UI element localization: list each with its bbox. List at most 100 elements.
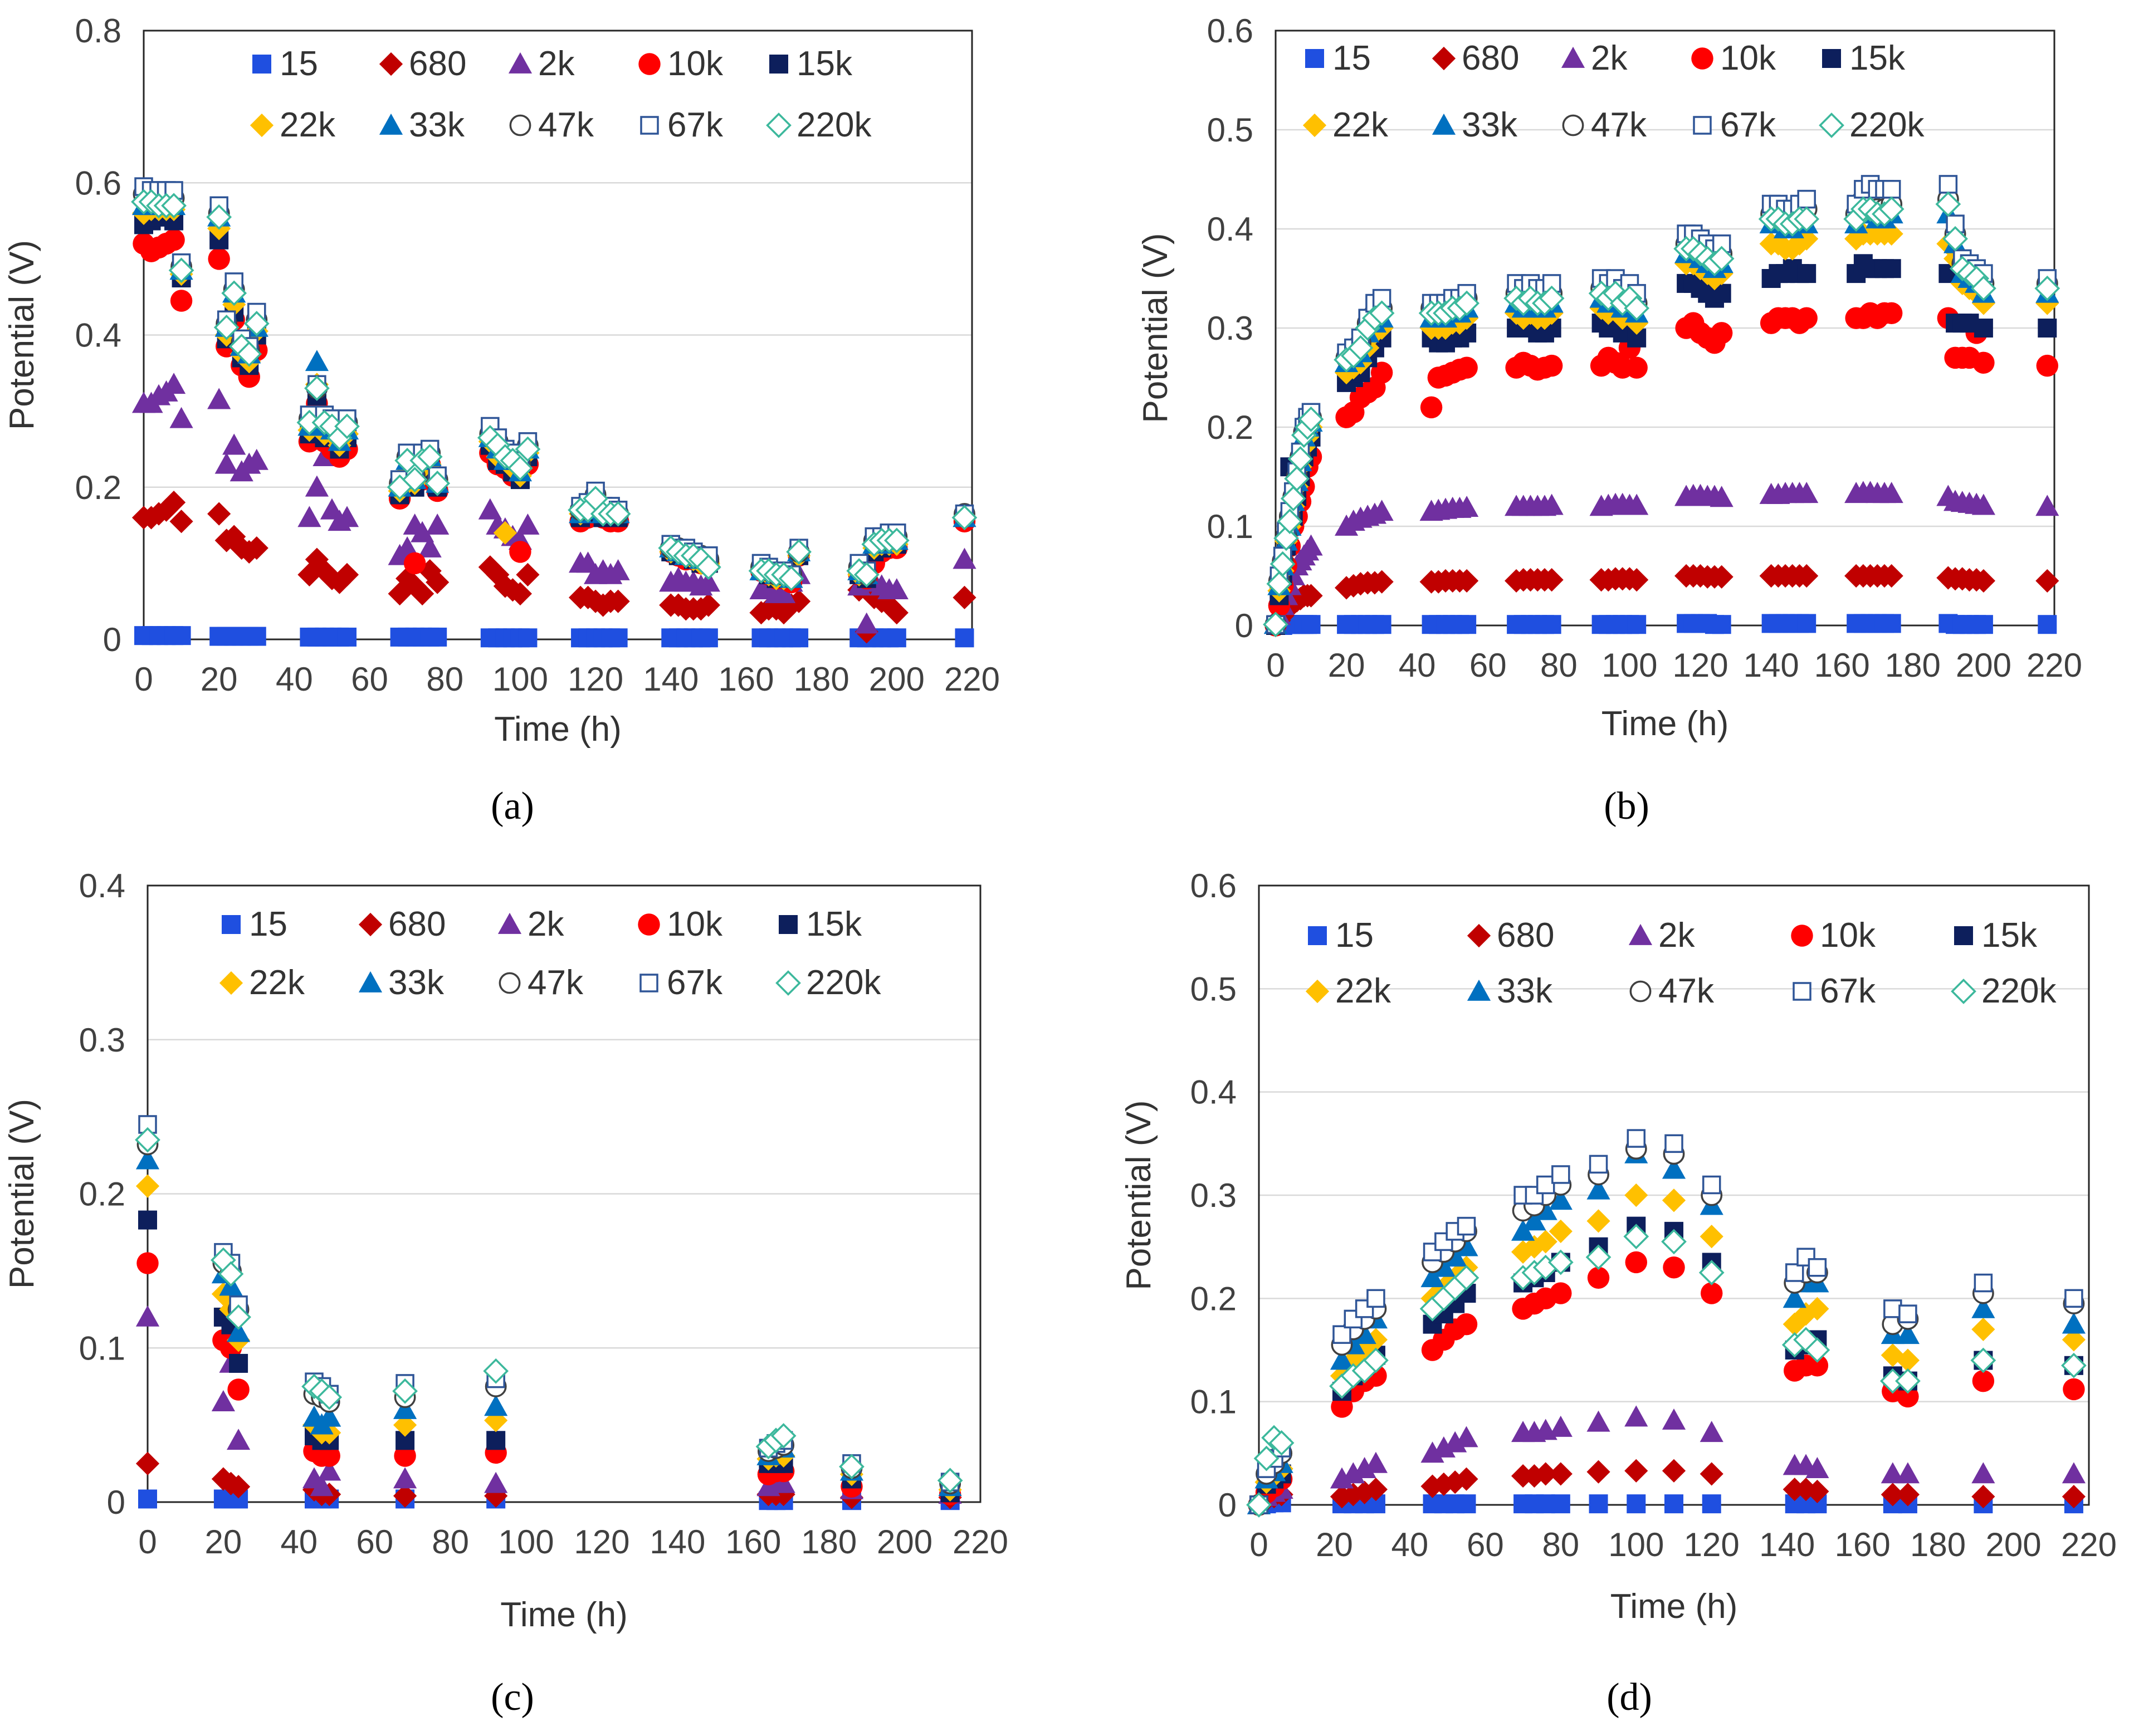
data-point <box>484 1471 508 1493</box>
data-point <box>305 475 329 497</box>
legend-marker <box>358 971 383 992</box>
legend-marker <box>1302 113 1327 138</box>
legend-label: 22k <box>1335 972 1391 1010</box>
data-point <box>1550 1282 1572 1304</box>
legend-item: 15 <box>1305 39 1371 77</box>
data-point <box>2038 319 2057 338</box>
legend-label: 680 <box>388 905 446 943</box>
legend-marker <box>1791 925 1813 947</box>
legend-marker <box>219 971 243 995</box>
x-axis-label: Time (h) <box>1601 705 1728 743</box>
data-point <box>1263 612 1288 638</box>
legend-marker <box>1562 114 1584 136</box>
data-point <box>393 1413 417 1437</box>
data-point <box>1661 1229 1687 1255</box>
data-point <box>1549 1219 1573 1243</box>
data-point <box>1624 1459 1648 1483</box>
x-tick-label: 80 <box>426 661 463 698</box>
data-point <box>392 1378 418 1404</box>
data-points <box>131 177 978 648</box>
legend-label: 680 <box>409 45 466 83</box>
x-tick-label: 200 <box>1985 1526 2041 1563</box>
data-point <box>887 628 906 648</box>
data-point <box>771 1471 795 1493</box>
panel-b: 0 0.1 0.2 0.3 0.4 0.5 0.6 0 20 40 60 80 100 120 140 160… <box>1136 12 2082 828</box>
data-point <box>135 1305 160 1327</box>
x-tick-labels: 0 20 40 60 80 100 120 140 160 180 200 220 <box>1266 647 2082 684</box>
data-point <box>1364 1451 1388 1473</box>
x-tick-label: 0 <box>134 661 153 698</box>
legend-item: 15 <box>222 905 287 943</box>
caption-open-paren: ( <box>1606 1676 1619 1719</box>
y-tick-label: 0.1 <box>1190 1383 1237 1421</box>
legend-label: 47k <box>1591 106 1647 144</box>
x-tick-label: 60 <box>1467 1526 1504 1563</box>
series-15 <box>134 626 974 648</box>
legend-marker <box>640 116 659 135</box>
legend-item: 33k <box>1467 972 1553 1010</box>
legend-label: 680 <box>1497 916 1554 955</box>
legend-item: 47k <box>1562 106 1647 144</box>
x-tick-label: 180 <box>794 661 849 698</box>
data-point <box>786 539 812 565</box>
data-point <box>1301 615 1321 634</box>
legend-marker <box>1822 49 1841 68</box>
data-point <box>883 527 910 554</box>
data-point <box>135 1451 160 1475</box>
data-point <box>1551 1494 1570 1514</box>
data-point <box>304 375 330 402</box>
data-point <box>136 1252 159 1274</box>
legend-item: 680 <box>358 905 446 943</box>
data-point <box>1702 1494 1721 1514</box>
y-tick-label: 0.5 <box>1190 970 1237 1008</box>
data-point <box>1783 1287 1806 1308</box>
data-point <box>318 1405 341 1427</box>
y-tick-label: 0.2 <box>79 1176 125 1213</box>
x-tick-label: 60 <box>1469 647 1507 684</box>
y-tick-labels: 0 0.1 0.2 0.3 0.4 0.5 0.6 <box>1207 12 1253 644</box>
legend-label: 15 <box>249 905 287 943</box>
legend-item: 67k <box>639 964 723 1002</box>
data-point <box>493 521 517 545</box>
data-point <box>1795 564 1819 588</box>
data-point <box>1700 1462 1723 1486</box>
legend-item: 220k <box>1951 972 2057 1010</box>
data-point <box>1364 1478 1388 1502</box>
data-point <box>1897 1385 1919 1408</box>
data-point <box>1586 1460 1610 1484</box>
data-point <box>393 1397 417 1419</box>
data-point <box>478 498 502 520</box>
data-point <box>1972 1370 1995 1392</box>
y-axis-label: Potential (V) <box>1136 233 1175 423</box>
x-tick-label: 220 <box>944 661 1000 698</box>
data-point <box>516 513 540 535</box>
data-point <box>778 565 804 591</box>
x-tick-label: 220 <box>953 1523 1008 1561</box>
data-point <box>388 581 412 606</box>
data-point <box>243 311 270 336</box>
x-tick-label: 0 <box>138 1523 157 1561</box>
x-tick-label: 100 <box>1601 647 1657 684</box>
data-point <box>2062 1485 2086 1509</box>
data-point <box>305 350 329 371</box>
caption-open-paren: ( <box>491 785 504 828</box>
y-tick-label: 0.4 <box>79 867 125 904</box>
legend-item: 220k <box>775 964 881 1002</box>
legend-item: 33k <box>358 964 445 1002</box>
legend-label: 10k <box>667 45 724 83</box>
y-tick-labels: 0 0.2 0.4 0.6 0.8 <box>75 12 121 658</box>
data-point <box>1794 206 1820 232</box>
panel-caption: (d) <box>1606 1676 1652 1719</box>
data-point <box>771 581 796 603</box>
data-point <box>1587 1266 1610 1289</box>
panel-caption: (b) <box>1604 785 1649 828</box>
data-point <box>1805 1457 1829 1478</box>
y-tick-label: 0 <box>1218 1486 1237 1524</box>
legend-marker <box>1305 979 1330 1004</box>
x-tick-label: 140 <box>643 661 699 698</box>
data-point <box>1879 482 1903 503</box>
legend-item: 15k <box>769 45 853 83</box>
data-point <box>1797 264 1817 283</box>
x-tick-label: 160 <box>1835 1526 1891 1563</box>
data-point <box>1806 1354 1829 1377</box>
